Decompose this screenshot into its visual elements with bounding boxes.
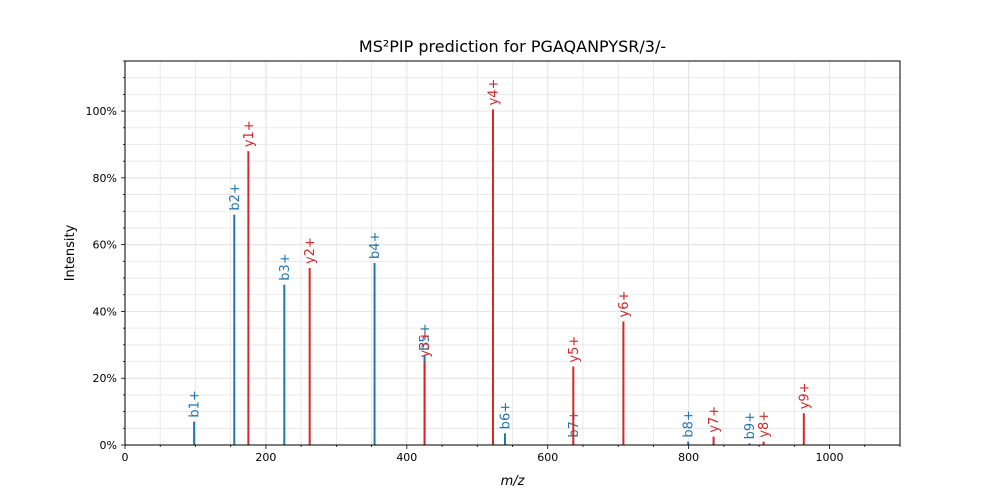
y-axis-label: Intensity — [63, 224, 78, 281]
y-tick-label: 100% — [86, 105, 117, 118]
y-tick-label: 20% — [93, 372, 117, 385]
peak-label-b3: b3+ — [278, 253, 293, 280]
x-tick-label: 600 — [537, 451, 558, 464]
peak-label-b9: b9+ — [743, 412, 758, 439]
peak-label-b4: b4+ — [368, 232, 383, 259]
y-tick-label: 40% — [93, 305, 117, 318]
x-tick-label: 0 — [122, 451, 129, 464]
chart-title: MS²PIP prediction for PGAQANPYSR/3/- — [359, 37, 666, 56]
peak-label-y5: y5+ — [567, 336, 582, 363]
y-tick-label: 60% — [93, 239, 117, 252]
peak-label-y8: y8+ — [757, 411, 772, 438]
peaks: b1+b2+b3+b4+b5+b6+b7+b8+b9+y1+y2+y3+y4+y… — [188, 79, 812, 445]
peak-label-b8: b8+ — [682, 410, 697, 437]
y-tick-label: 0% — [100, 439, 117, 452]
x-tick-label: 1000 — [816, 451, 844, 464]
peak-label-b5: b5+ — [418, 323, 433, 350]
peak-label-y1: y1+ — [242, 120, 257, 147]
peak-label-y2: y2+ — [303, 237, 318, 264]
x-tick-label: 400 — [396, 451, 417, 464]
peak-label-y6: y6+ — [617, 291, 632, 318]
peak-label-y3: y3+ — [418, 331, 433, 358]
x-axis-label: m/z — [501, 474, 526, 489]
x-tick-label: 200 — [255, 451, 276, 464]
peak-label-y4: y4+ — [486, 79, 501, 106]
peak-label-b1: b1+ — [188, 390, 203, 417]
peak-label-b2: b2+ — [228, 183, 243, 210]
x-tick-label: 800 — [678, 451, 699, 464]
peak-label-y9: y9+ — [797, 382, 812, 409]
y-tick-label: 80% — [93, 172, 117, 185]
peak-label-y7: y7+ — [707, 406, 722, 433]
grid — [124, 60, 901, 446]
peak-label-b6: b6+ — [498, 402, 513, 429]
ticks: 0 200 400 600 800 1000 0% 20% 40% 60% 80% 100% — [86, 60, 901, 464]
